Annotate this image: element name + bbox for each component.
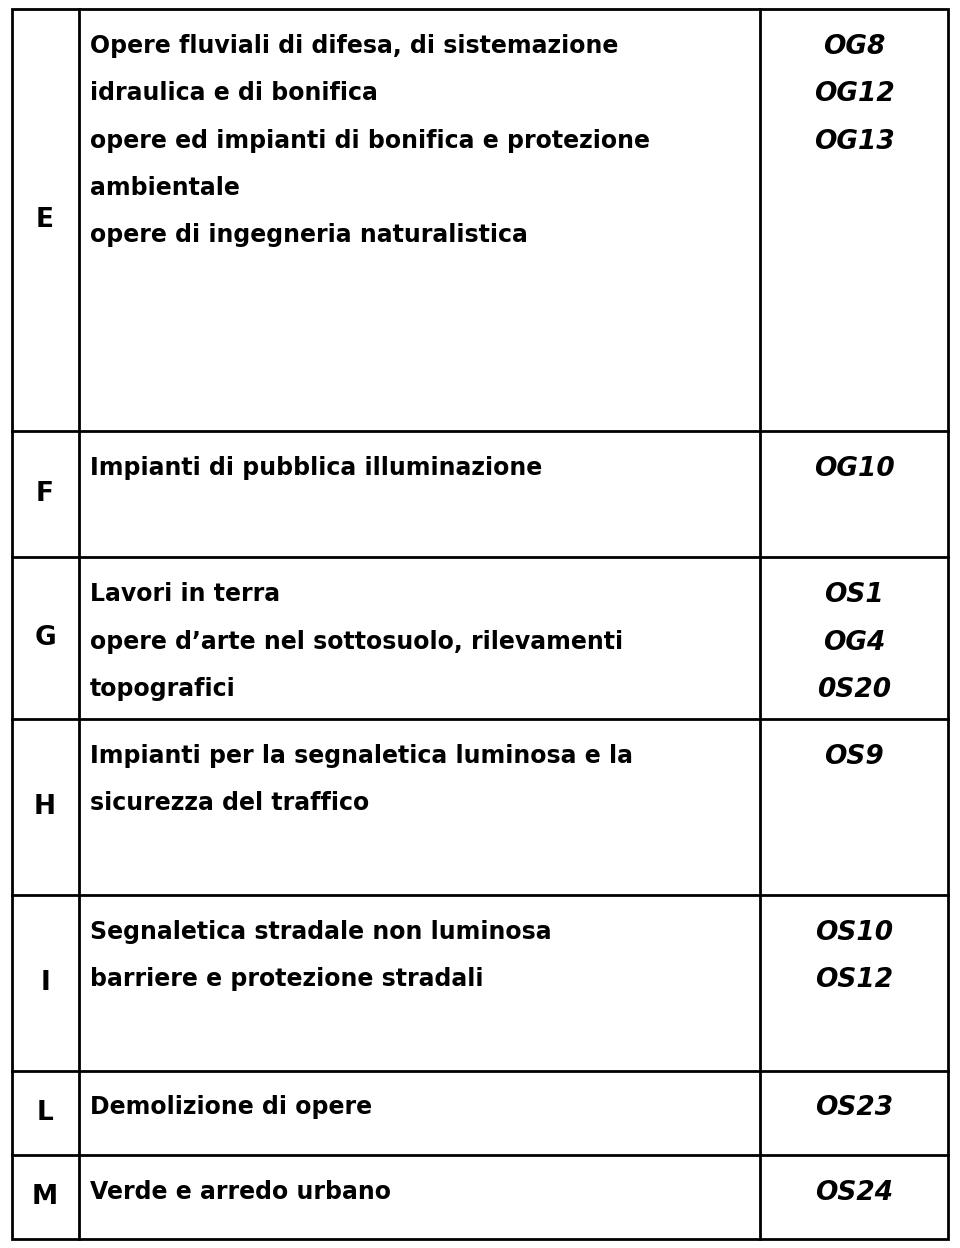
- Text: I: I: [40, 970, 50, 996]
- Text: Demolizione di opere: Demolizione di opere: [90, 1096, 372, 1119]
- Text: OG12: OG12: [814, 81, 895, 107]
- Text: OS10: OS10: [815, 920, 894, 946]
- Text: Lavori in terra: Lavori in terra: [90, 582, 280, 607]
- Text: Verde e arredo urbano: Verde e arredo urbano: [90, 1179, 392, 1204]
- Text: M: M: [32, 1184, 59, 1211]
- Text: opere d’arte nel sottosuolo, rilevamenti: opere d’arte nel sottosuolo, rilevamenti: [90, 629, 623, 654]
- Text: Opere fluviali di difesa, di sistemazione: Opere fluviali di difesa, di sistemazion…: [90, 34, 618, 57]
- Text: OS12: OS12: [815, 967, 894, 993]
- Text: OS9: OS9: [825, 744, 884, 770]
- Text: sicurezza del traffico: sicurezza del traffico: [90, 791, 370, 815]
- Text: Segnaletica stradale non luminosa: Segnaletica stradale non luminosa: [90, 920, 552, 943]
- Text: opere di ingegneria naturalistica: opere di ingegneria naturalistica: [90, 223, 528, 247]
- Text: topografici: topografici: [90, 676, 236, 701]
- Text: OS23: OS23: [815, 1096, 894, 1122]
- Text: H: H: [35, 794, 56, 820]
- Text: 0S20: 0S20: [817, 676, 892, 703]
- Text: OG13: OG13: [814, 129, 895, 155]
- Text: OG10: OG10: [814, 456, 895, 482]
- Text: OS1: OS1: [825, 582, 884, 608]
- Text: E: E: [36, 207, 54, 232]
- Text: Impianti di pubblica illuminazione: Impianti di pubblica illuminazione: [90, 456, 542, 479]
- Text: OG4: OG4: [824, 629, 885, 655]
- Text: F: F: [36, 480, 54, 507]
- Text: ambientale: ambientale: [90, 176, 240, 200]
- Text: barriere e protezione stradali: barriere e protezione stradali: [90, 967, 484, 991]
- Text: OS24: OS24: [815, 1179, 894, 1206]
- Text: L: L: [36, 1099, 54, 1126]
- Text: G: G: [35, 625, 56, 651]
- Text: Impianti per la segnaletica luminosa e la: Impianti per la segnaletica luminosa e l…: [90, 744, 634, 768]
- Text: idraulica e di bonifica: idraulica e di bonifica: [90, 81, 378, 105]
- Text: opere ed impianti di bonifica e protezione: opere ed impianti di bonifica e protezio…: [90, 129, 650, 152]
- Text: OG8: OG8: [824, 34, 885, 60]
